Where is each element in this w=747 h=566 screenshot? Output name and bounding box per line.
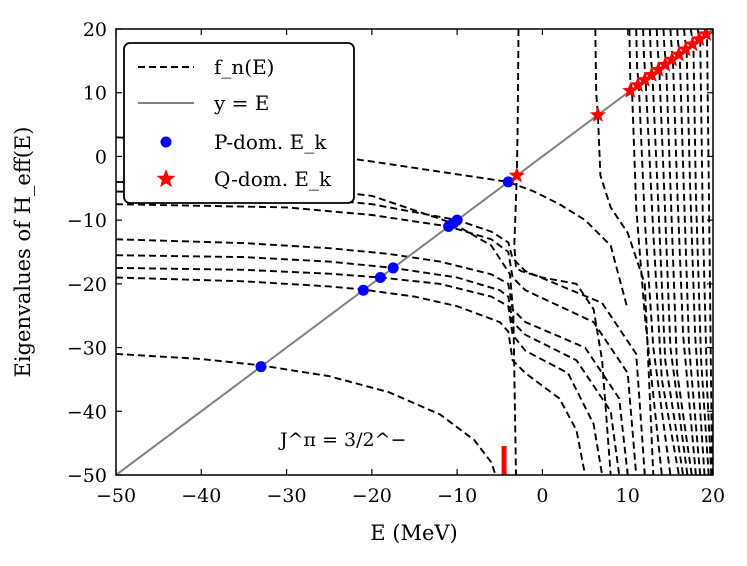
y-equals-e-line bbox=[116, 29, 713, 475]
legend: f_n(E) y = E P-dom. E_k Q-dom. E_k bbox=[123, 42, 355, 204]
f-n-curve-15 bbox=[655, 29, 689, 475]
x-tick-label-6: 10 bbox=[616, 485, 640, 507]
y-tick-label-7: 20 bbox=[83, 19, 107, 41]
p-dom-point-1 bbox=[357, 284, 369, 296]
q-dom-star-10 bbox=[677, 40, 694, 57]
f-n-curve-12 bbox=[635, 29, 672, 475]
q-dom-star-12 bbox=[691, 30, 708, 47]
x-tick-label-2: −30 bbox=[267, 485, 307, 507]
legend-label-diag: y = E bbox=[213, 91, 269, 115]
q-dom-star-5 bbox=[643, 66, 660, 82]
f-n-curve-1 bbox=[116, 276, 587, 475]
q-dom-star-0 bbox=[508, 167, 525, 183]
q-dom-star-9 bbox=[670, 46, 687, 62]
plot-frame bbox=[115, 28, 714, 476]
f-n-curve-14 bbox=[648, 29, 685, 475]
x-tick-label-1: −40 bbox=[181, 485, 221, 507]
f-n-curve-5 bbox=[116, 203, 638, 475]
legend-label-q: Q-dom. E_k bbox=[214, 167, 332, 191]
y-tick-label-1: −40 bbox=[67, 401, 107, 423]
y-tick-label-0: −50 bbox=[67, 465, 107, 487]
legend-label-p: P-dom. E_k bbox=[214, 130, 327, 154]
y-tick-label-3: −20 bbox=[67, 274, 107, 296]
q-dom-star-8 bbox=[664, 51, 681, 67]
q-dom-star-11 bbox=[684, 35, 701, 52]
y-tick-label-5: 0 bbox=[95, 146, 107, 168]
f-n-curve-13 bbox=[642, 29, 680, 475]
f-n-curve-9 bbox=[513, 29, 612, 475]
p-dom-point-7 bbox=[502, 176, 514, 188]
x-axis-ticks: −50 −40 −30 −20 −10 0 10 20 bbox=[96, 29, 725, 507]
y-tick-label-6: 10 bbox=[83, 83, 107, 105]
f-n-curve-21 bbox=[696, 29, 713, 475]
f-n-curve-7 bbox=[116, 180, 517, 475]
q-dom-star-13 bbox=[698, 29, 713, 41]
f-n-curve-4 bbox=[116, 238, 629, 475]
q-dom-star-7 bbox=[657, 56, 674, 72]
x-tick-label-7: 20 bbox=[701, 485, 725, 507]
f-n-curve-3 bbox=[116, 254, 621, 475]
p-dom-point-0 bbox=[255, 361, 267, 373]
x-tick-label-3: −20 bbox=[352, 485, 392, 507]
x-axis-label: E (MeV) bbox=[370, 521, 458, 545]
q-dom-star-2 bbox=[622, 82, 639, 98]
y-tick-label-2: −30 bbox=[67, 338, 107, 360]
f-n-curve-2 bbox=[116, 266, 604, 475]
p-dom-point-6 bbox=[451, 214, 463, 226]
p-dom-point-3 bbox=[387, 262, 399, 274]
legend-box bbox=[123, 42, 355, 204]
f-n-curve-16 bbox=[662, 29, 693, 475]
x-tick-label-4: −10 bbox=[437, 485, 477, 507]
q-dom-star-1 bbox=[589, 106, 606, 122]
legend-label-fn: f_n(E) bbox=[214, 55, 275, 79]
q-dom-star-4 bbox=[636, 71, 653, 87]
y-tick-label-4: −10 bbox=[67, 210, 107, 232]
legend-swatch-p bbox=[160, 136, 172, 148]
j-pi-annotation: J^π = 3/2^− bbox=[278, 429, 406, 451]
f-n-curve-11 bbox=[628, 29, 663, 475]
legend-swatch-q bbox=[156, 169, 176, 188]
q-dom-star-6 bbox=[650, 61, 667, 77]
y-axis-ticks: −50 −40 −30 −20 −10 0 10 20 bbox=[67, 19, 713, 487]
diagonal-line bbox=[116, 29, 713, 475]
f-n-curve-20 bbox=[689, 29, 710, 475]
y-axis-label: Eigenvalues of H_eff(E) bbox=[11, 127, 35, 378]
p-dom-point-2 bbox=[374, 271, 386, 283]
f-n-curve-0 bbox=[116, 352, 497, 475]
threshold-marker bbox=[501, 446, 507, 475]
f-n-curve-6 bbox=[116, 190, 646, 475]
eigenvalue-markers bbox=[255, 29, 713, 475]
x-tick-label-5: 0 bbox=[536, 485, 548, 507]
q-dom-star-3 bbox=[629, 76, 646, 92]
x-tick-label-0: −50 bbox=[96, 485, 136, 507]
